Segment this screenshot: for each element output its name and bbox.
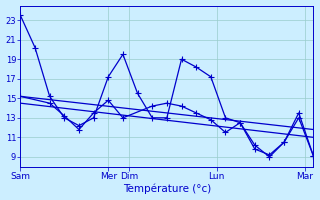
X-axis label: Température (°c): Température (°c) (123, 184, 211, 194)
